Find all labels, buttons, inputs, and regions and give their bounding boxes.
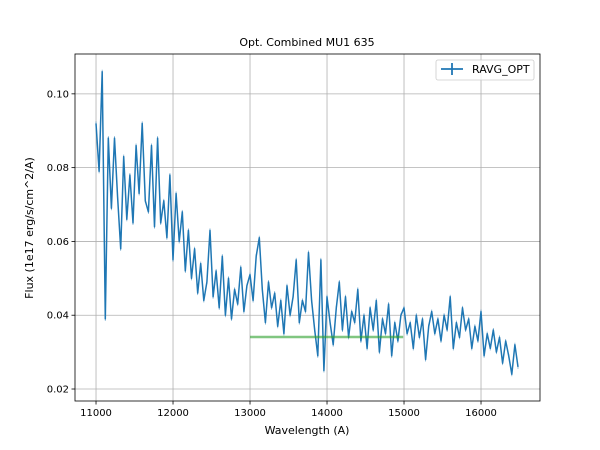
- grid: [75, 54, 540, 401]
- y-tick-label: 0.04: [47, 311, 69, 322]
- x-tick-label: 13000: [234, 408, 266, 419]
- legend: RAVG_OPT: [435, 59, 535, 81]
- x-tick-label: 14000: [311, 408, 343, 419]
- x-tick-label: 15000: [388, 408, 420, 419]
- legend-label: RAVG_OPT: [472, 63, 530, 76]
- legend-box: [435, 59, 535, 81]
- y-tick-label: 0.06: [47, 237, 69, 248]
- y-axis: 0.02 0.04 0.06 0.08 0.10: [47, 89, 75, 396]
- y-tick-label: 0.08: [47, 163, 69, 174]
- y-axis-label: Flux (1e17 erg/s/cm^2/A): [23, 157, 36, 299]
- y-tick-label: 0.02: [47, 385, 69, 396]
- series-line-ravg-opt: [95, 70, 519, 376]
- x-axis-label: Wavelength (A): [265, 424, 350, 437]
- x-tick-label: 12000: [157, 408, 189, 419]
- x-tick-label: 16000: [465, 408, 497, 419]
- plot-area: [95, 69, 519, 377]
- x-tick-label: 11000: [80, 408, 112, 419]
- x-axis: 11000 12000 13000 14000 15000 16000: [80, 401, 497, 419]
- y-tick-label: 0.10: [47, 89, 69, 100]
- chart-title: Opt. Combined MU1 635: [239, 36, 374, 49]
- axes-frame: [74, 53, 541, 402]
